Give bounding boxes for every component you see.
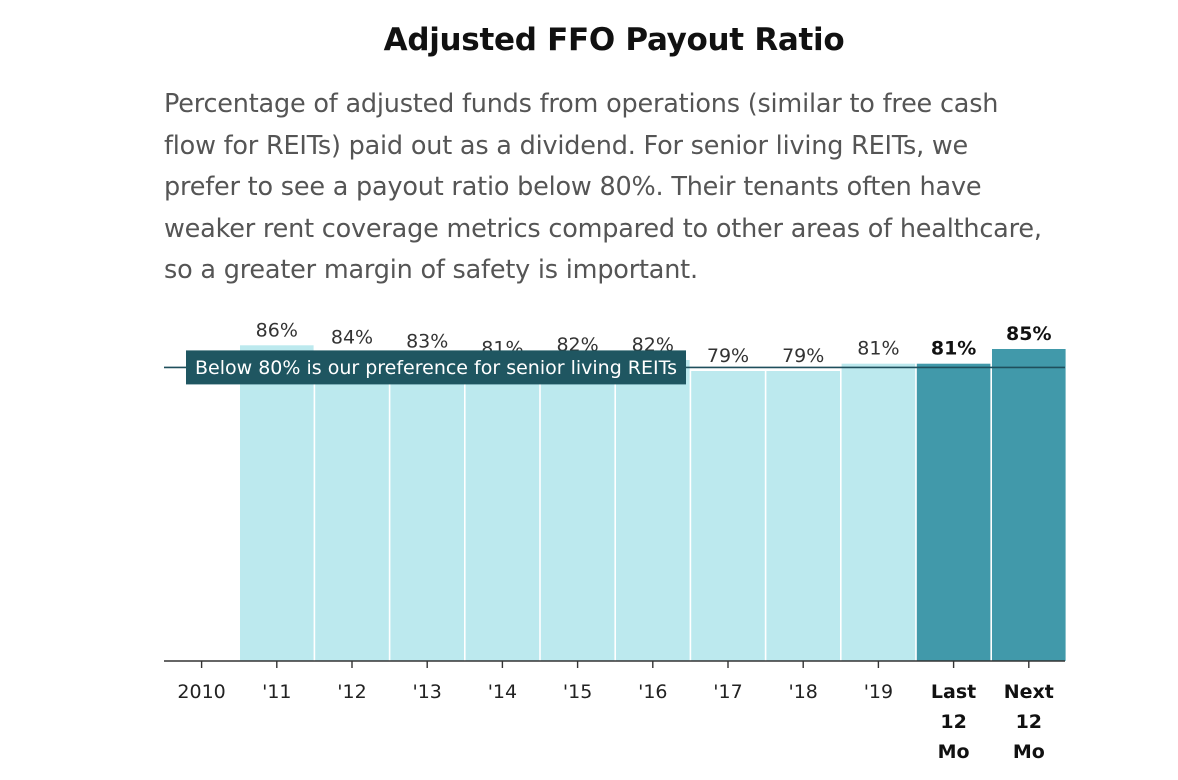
bar-9 <box>841 363 916 661</box>
bar-7 <box>691 371 765 661</box>
x-tick-label-3: '13 <box>412 681 441 703</box>
threshold-label-box <box>186 350 686 385</box>
bar-6 <box>616 360 690 661</box>
bar-8 <box>766 371 840 661</box>
threshold-layer: Below 80% is our preference for senior l… <box>164 350 1065 385</box>
value-label-10: 81% <box>931 338 976 360</box>
x-tick-label-1: '11 <box>262 681 291 703</box>
x-tick-label-0: 2010 <box>177 681 225 703</box>
value-label-7: 79% <box>707 345 749 367</box>
threshold-label: Below 80% is our preference for senior l… <box>195 357 677 379</box>
x-tick-label-8: '18 <box>788 681 817 703</box>
value-label-8: 79% <box>782 345 824 367</box>
x-tick-label-9: '19 <box>864 681 893 703</box>
value-label-1: 86% <box>256 319 298 341</box>
value-label-11: 85% <box>1006 323 1051 345</box>
bar-2 <box>315 352 389 661</box>
x-tick-label-5: '15 <box>563 681 592 703</box>
x-tick-label-7: '17 <box>713 681 742 703</box>
chart-title: Adjusted FFO Payout Ratio <box>383 22 845 58</box>
bars-layer <box>240 345 1066 661</box>
value-label-9: 81% <box>857 338 899 360</box>
x-tick-label-2: '12 <box>337 681 366 703</box>
bar-1 <box>240 345 314 661</box>
x-tick-label-4: '14 <box>488 681 517 703</box>
bar-5 <box>540 360 615 661</box>
bar-3 <box>390 356 464 661</box>
x-tick-label-6: '16 <box>638 681 667 703</box>
chart-subtitle: Percentage of adjusted funds from operat… <box>164 89 1042 285</box>
bar-11 <box>992 349 1066 661</box>
bar-10 <box>916 363 991 661</box>
x-tick-label-10: Last 12 Mo <box>931 681 976 763</box>
value-label-2: 84% <box>331 327 373 349</box>
x-tick-label-11: Next 12 Mo <box>1004 681 1054 763</box>
bar-4 <box>465 363 540 661</box>
x-axis: 2010 '11 '12 '13 '14 '15 '16 '17 '18 '19 Last 12 Mo N… <box>164 660 1065 763</box>
threshold-annotation: Below 80% is our preference for senior l… <box>186 350 686 385</box>
value-label-3: 83% <box>406 330 448 352</box>
